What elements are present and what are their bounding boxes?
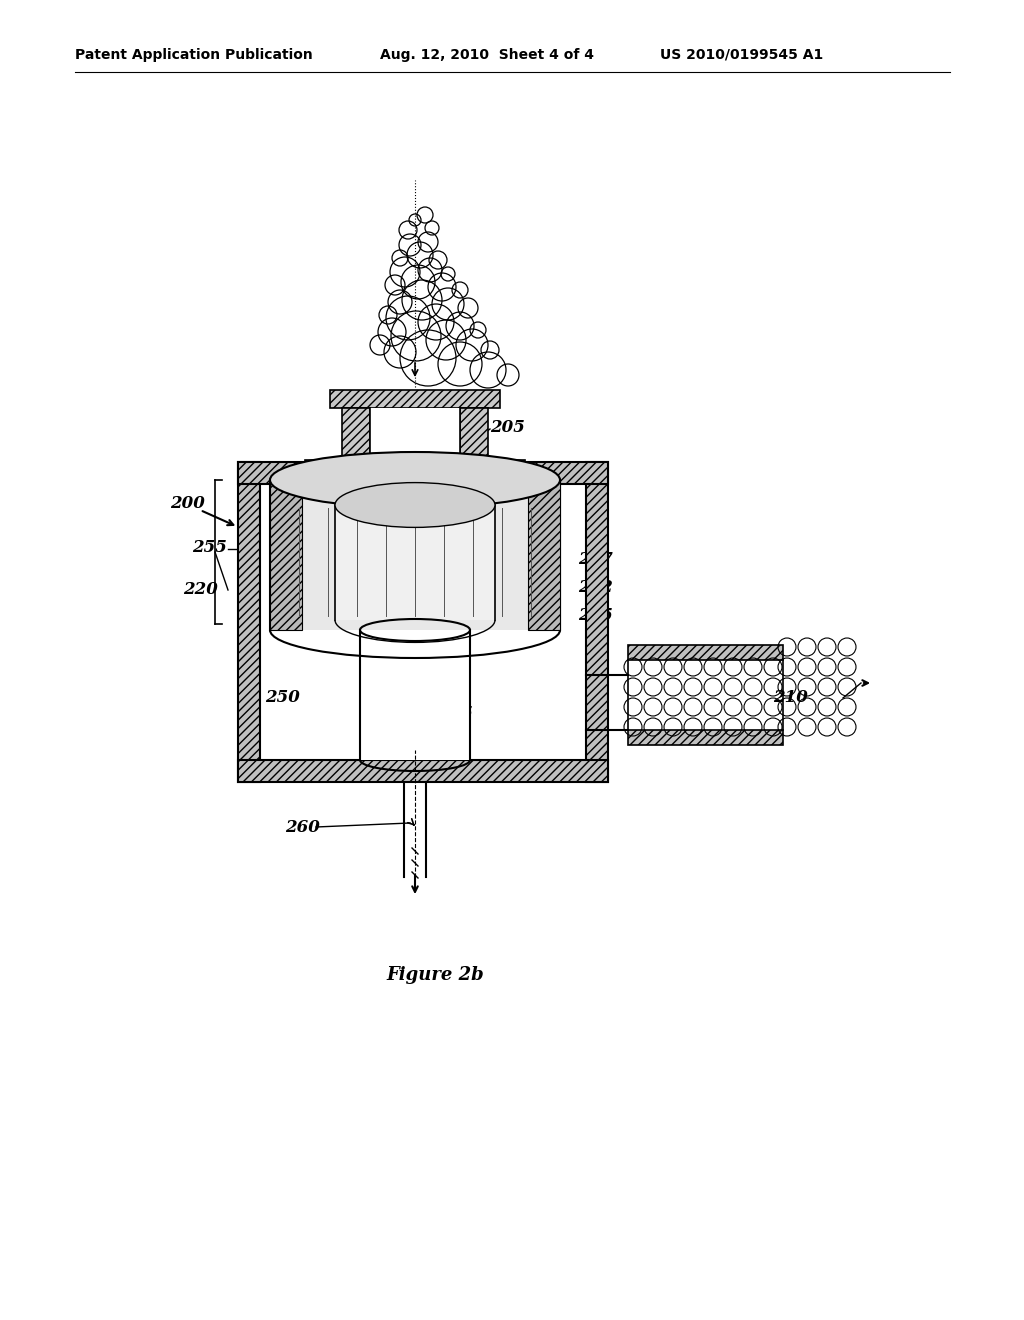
Text: 250: 250 bbox=[265, 689, 300, 706]
Bar bbox=[370, 408, 460, 459]
Bar bbox=[238, 462, 608, 484]
Polygon shape bbox=[270, 480, 560, 630]
Text: 222: 222 bbox=[578, 579, 613, 597]
Bar bbox=[628, 730, 783, 744]
Text: 255: 255 bbox=[193, 539, 227, 556]
Bar bbox=[586, 462, 608, 781]
Ellipse shape bbox=[270, 451, 560, 508]
Text: 200: 200 bbox=[170, 495, 205, 512]
Bar bbox=[628, 645, 783, 660]
Text: Figure 2b: Figure 2b bbox=[386, 966, 484, 983]
Bar bbox=[238, 462, 260, 781]
Bar bbox=[305, 459, 525, 477]
Text: 210: 210 bbox=[773, 689, 808, 706]
Bar bbox=[460, 408, 488, 459]
Text: Aug. 12, 2010  Sheet 4 of 4: Aug. 12, 2010 Sheet 4 of 4 bbox=[380, 48, 594, 62]
Text: 225: 225 bbox=[578, 607, 613, 624]
Text: 220: 220 bbox=[183, 582, 218, 598]
Bar bbox=[260, 484, 586, 760]
Polygon shape bbox=[360, 630, 470, 760]
Bar bbox=[270, 480, 302, 630]
Bar bbox=[528, 480, 560, 630]
Text: US 2010/0199545 A1: US 2010/0199545 A1 bbox=[660, 48, 823, 62]
Bar bbox=[238, 760, 608, 781]
Polygon shape bbox=[335, 506, 495, 620]
Bar bbox=[342, 408, 370, 459]
Text: 205: 205 bbox=[490, 418, 525, 436]
Ellipse shape bbox=[335, 483, 495, 528]
Text: 227: 227 bbox=[578, 552, 613, 569]
Text: 260: 260 bbox=[285, 818, 319, 836]
Text: 265: 265 bbox=[438, 705, 473, 722]
Bar bbox=[330, 389, 500, 408]
Text: Patent Application Publication: Patent Application Publication bbox=[75, 48, 312, 62]
